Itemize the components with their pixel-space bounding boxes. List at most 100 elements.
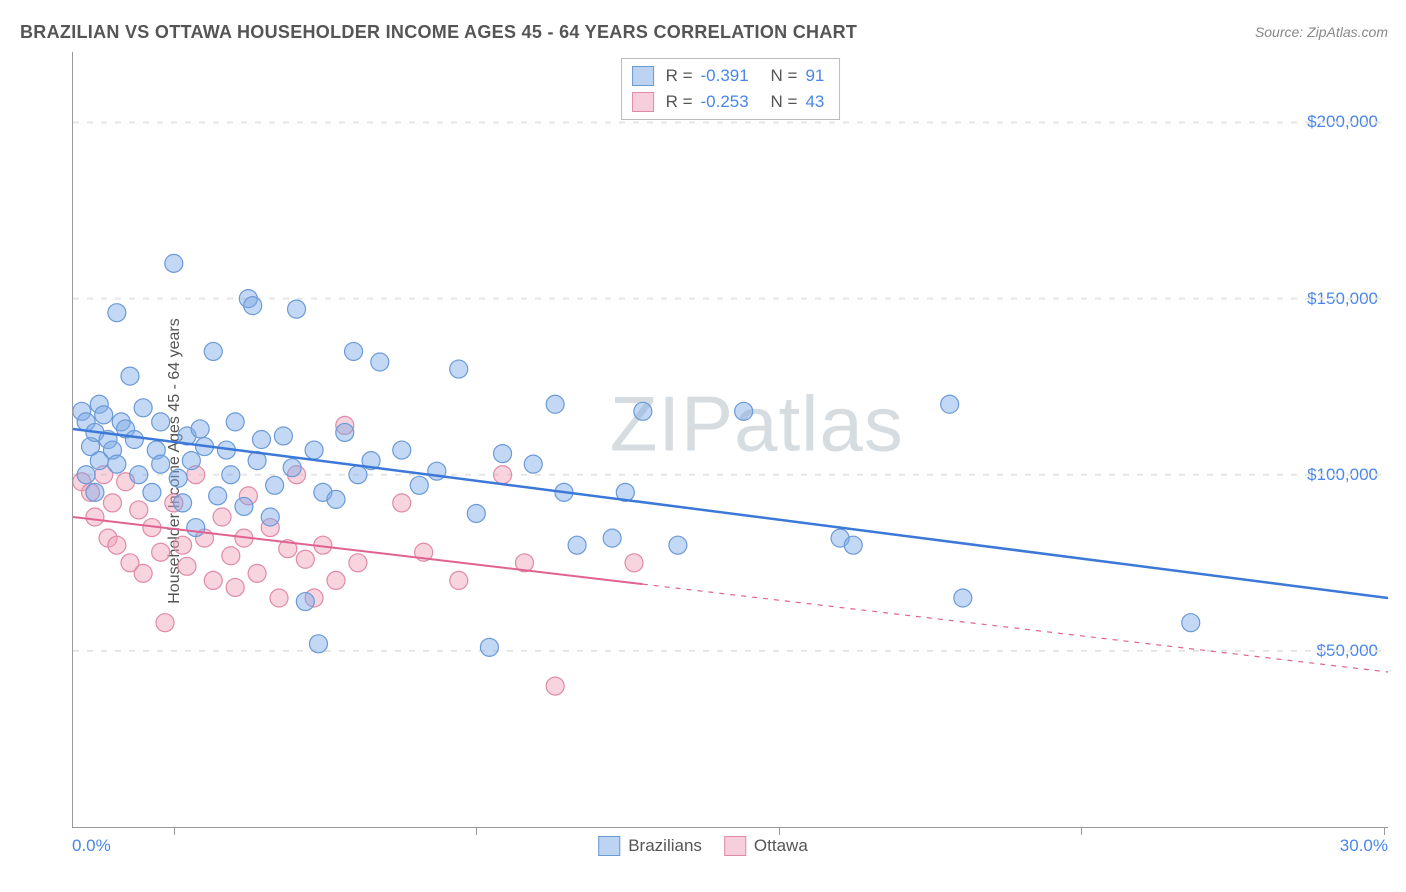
data-point-brazilians xyxy=(634,402,652,420)
legend-item-ottawa: Ottawa xyxy=(724,836,808,856)
data-point-brazilians xyxy=(1182,614,1200,632)
data-point-brazilians xyxy=(450,360,468,378)
n-label: N = xyxy=(771,92,798,112)
data-point-brazilians xyxy=(226,413,244,431)
data-point-brazilians xyxy=(296,593,314,611)
chart-title: BRAZILIAN VS OTTAWA HOUSEHOLDER INCOME A… xyxy=(20,22,857,43)
data-point-brazilians xyxy=(954,589,972,607)
trend-line-ext-ottawa xyxy=(643,584,1388,672)
data-point-ottawa xyxy=(103,494,121,512)
data-point-brazilians xyxy=(524,455,542,473)
x-tick xyxy=(1081,827,1082,835)
data-point-brazilians xyxy=(235,497,253,515)
data-point-brazilians xyxy=(844,536,862,554)
data-point-ottawa xyxy=(327,571,345,589)
data-point-brazilians xyxy=(669,536,687,554)
data-point-ottawa xyxy=(349,554,367,572)
data-point-brazilians xyxy=(187,519,205,537)
series-legend: Brazilians Ottawa xyxy=(598,836,808,856)
data-point-ottawa xyxy=(204,571,222,589)
data-point-brazilians xyxy=(169,469,187,487)
data-point-brazilians xyxy=(134,399,152,417)
data-point-brazilians xyxy=(125,431,143,449)
x-tick xyxy=(779,827,780,835)
n-label: N = xyxy=(771,66,798,86)
data-point-brazilians xyxy=(165,254,183,272)
swatch-brazilians xyxy=(598,836,620,856)
data-point-brazilians xyxy=(77,466,95,484)
data-point-ottawa xyxy=(134,564,152,582)
data-point-brazilians xyxy=(410,476,428,494)
data-point-ottawa xyxy=(625,554,643,572)
data-point-brazilians xyxy=(480,638,498,656)
data-point-ottawa xyxy=(156,614,174,632)
data-point-brazilians xyxy=(152,455,170,473)
data-point-ottawa xyxy=(174,536,192,554)
data-point-brazilians xyxy=(204,342,222,360)
data-point-brazilians xyxy=(941,395,959,413)
data-point-ottawa xyxy=(494,466,512,484)
x-tick xyxy=(1384,827,1385,835)
data-point-brazilians xyxy=(735,402,753,420)
scatter-svg xyxy=(73,52,1388,827)
data-point-brazilians xyxy=(327,490,345,508)
data-point-ottawa xyxy=(296,550,314,568)
data-point-brazilians xyxy=(222,466,240,484)
data-point-brazilians xyxy=(95,406,113,424)
data-point-brazilians xyxy=(494,445,512,463)
data-point-brazilians xyxy=(371,353,389,371)
n-value-ottawa: 43 xyxy=(805,92,829,112)
x-axis-min-label: 0.0% xyxy=(72,836,111,856)
legend-label-brazilians: Brazilians xyxy=(628,836,702,856)
data-point-brazilians xyxy=(108,304,126,322)
data-point-brazilians xyxy=(393,441,411,459)
data-point-brazilians xyxy=(568,536,586,554)
r-value-ottawa: -0.253 xyxy=(701,92,759,112)
data-point-ottawa xyxy=(152,543,170,561)
legend-row-ottawa: R = -0.253 N = 43 xyxy=(632,89,830,115)
data-point-ottawa xyxy=(248,564,266,582)
data-point-brazilians xyxy=(283,459,301,477)
r-label: R = xyxy=(666,66,693,86)
swatch-ottawa xyxy=(724,836,746,856)
data-point-ottawa xyxy=(270,589,288,607)
data-point-brazilians xyxy=(274,427,292,445)
data-point-brazilians xyxy=(288,300,306,318)
data-point-brazilians xyxy=(143,483,161,501)
data-point-ottawa xyxy=(178,557,196,575)
correlation-legend: R = -0.391 N = 91 R = -0.253 N = 43 xyxy=(621,58,841,120)
data-point-brazilians xyxy=(86,483,104,501)
data-point-ottawa xyxy=(450,571,468,589)
r-value-brazilians: -0.391 xyxy=(701,66,759,86)
data-point-brazilians xyxy=(266,476,284,494)
data-point-brazilians xyxy=(182,452,200,470)
swatch-brazilians xyxy=(632,66,654,86)
data-point-ottawa xyxy=(130,501,148,519)
data-point-brazilians xyxy=(191,420,209,438)
data-point-ottawa xyxy=(108,536,126,554)
chart-container: Householder Income Ages 45 - 64 years ZI… xyxy=(18,52,1388,870)
plot-area: ZIPatlas R = -0.391 N = 91 R = -0.253 N … xyxy=(72,52,1388,828)
data-point-brazilians xyxy=(174,494,192,512)
data-point-brazilians xyxy=(305,441,323,459)
x-axis-max-label: 30.0% xyxy=(1340,836,1388,856)
data-point-ottawa xyxy=(222,547,240,565)
data-point-brazilians xyxy=(252,431,270,449)
data-point-ottawa xyxy=(546,677,564,695)
source-attribution: Source: ZipAtlas.com xyxy=(1255,24,1388,40)
data-point-ottawa xyxy=(393,494,411,512)
data-point-ottawa xyxy=(86,508,104,526)
data-point-brazilians xyxy=(603,529,621,547)
legend-label-ottawa: Ottawa xyxy=(754,836,808,856)
data-point-brazilians xyxy=(546,395,564,413)
data-point-brazilians xyxy=(121,367,139,385)
data-point-brazilians xyxy=(130,466,148,484)
r-label: R = xyxy=(666,92,693,112)
data-point-brazilians xyxy=(152,413,170,431)
swatch-ottawa xyxy=(632,92,654,112)
legend-row-brazilians: R = -0.391 N = 91 xyxy=(632,63,830,89)
data-point-brazilians xyxy=(244,297,262,315)
data-point-brazilians xyxy=(467,504,485,522)
data-point-ottawa xyxy=(226,578,244,596)
n-value-brazilians: 91 xyxy=(805,66,829,86)
